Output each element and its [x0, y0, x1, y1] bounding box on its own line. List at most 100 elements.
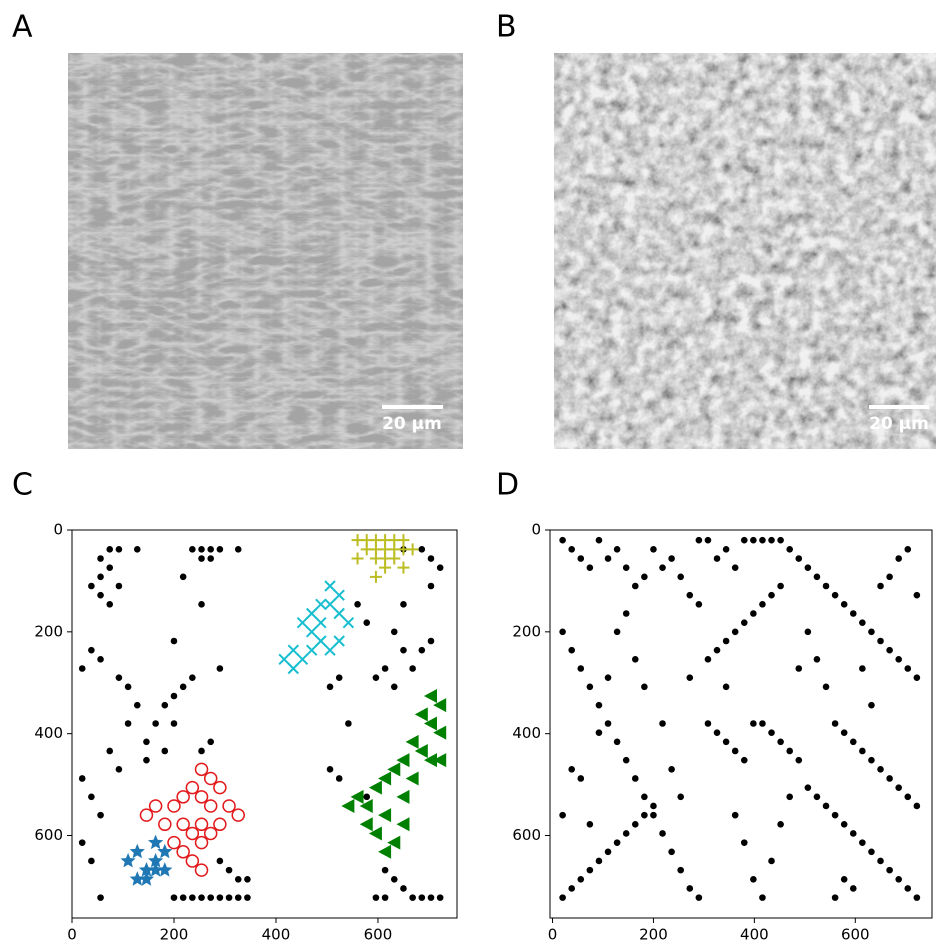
point: [831, 894, 839, 901]
point: [179, 683, 187, 691]
point: [390, 876, 398, 883]
point: [198, 555, 205, 562]
point: [641, 811, 648, 819]
point: [433, 725, 447, 740]
point: [335, 775, 343, 782]
y-tick-label: 400: [512, 724, 541, 742]
point: [750, 536, 757, 544]
point: [731, 628, 739, 636]
point: [369, 570, 382, 583]
point: [381, 665, 389, 672]
point: [868, 628, 875, 636]
point: [877, 637, 884, 645]
point: [179, 894, 187, 901]
point: [157, 862, 173, 877]
point: [234, 894, 242, 901]
point: [641, 573, 648, 581]
point: [913, 674, 921, 681]
point: [176, 817, 190, 832]
point: [225, 894, 233, 901]
point: [176, 790, 190, 804]
point: [686, 885, 694, 892]
point: [213, 817, 227, 832]
panel-label: B: [496, 10, 517, 45]
point: [115, 766, 123, 773]
point: [203, 826, 218, 841]
point: [405, 771, 419, 786]
point: [904, 546, 912, 553]
point: [170, 894, 178, 901]
point: [305, 607, 318, 620]
point: [859, 619, 866, 626]
point: [106, 747, 114, 755]
x-tick-label: 600: [841, 926, 870, 944]
point: [368, 826, 382, 841]
point: [106, 546, 114, 553]
point: [296, 653, 309, 666]
point: [704, 720, 712, 727]
axes-frame: [71, 529, 458, 919]
point: [324, 644, 336, 656]
point: [795, 756, 803, 764]
point: [427, 582, 435, 590]
point: [804, 564, 812, 571]
point: [78, 665, 86, 672]
point: [345, 720, 352, 727]
point: [768, 729, 775, 736]
point: [198, 747, 205, 755]
point: [650, 546, 657, 553]
point: [203, 799, 218, 813]
point: [731, 564, 739, 571]
point: [668, 555, 675, 562]
point: [115, 582, 123, 590]
point: [586, 683, 594, 691]
point: [120, 853, 136, 868]
point: [877, 766, 884, 773]
point: [88, 646, 95, 654]
point: [88, 793, 95, 801]
point: [97, 656, 104, 663]
point: [354, 601, 361, 608]
point: [886, 573, 893, 581]
point: [167, 835, 181, 850]
point: [115, 674, 123, 681]
y-tick-label: 400: [34, 724, 63, 742]
point: [324, 580, 336, 592]
point: [622, 564, 630, 571]
point: [179, 573, 187, 581]
point: [722, 546, 730, 553]
point: [840, 821, 848, 828]
point: [713, 555, 721, 562]
point: [613, 738, 621, 746]
point: [813, 793, 821, 801]
point: [604, 848, 612, 856]
point: [396, 789, 410, 804]
point: [78, 839, 86, 846]
point: [895, 656, 902, 663]
point: [387, 835, 401, 850]
point: [381, 866, 389, 874]
point: [390, 683, 398, 691]
point: [216, 546, 224, 553]
point: [595, 857, 603, 865]
point: [333, 607, 345, 620]
point: [659, 564, 666, 571]
point: [740, 839, 748, 846]
point: [170, 692, 178, 700]
point: [427, 555, 435, 562]
micrograph: [68, 53, 463, 449]
point: [326, 683, 334, 691]
point: [396, 753, 410, 768]
point: [777, 582, 784, 590]
point: [418, 646, 426, 654]
point: [849, 830, 857, 837]
point: [350, 789, 364, 804]
point: [194, 863, 209, 877]
point: [198, 546, 205, 553]
point: [577, 775, 585, 782]
point: [152, 720, 159, 727]
panel-label: C: [12, 468, 33, 503]
point: [433, 698, 447, 713]
point: [436, 894, 444, 901]
point: [185, 854, 200, 868]
